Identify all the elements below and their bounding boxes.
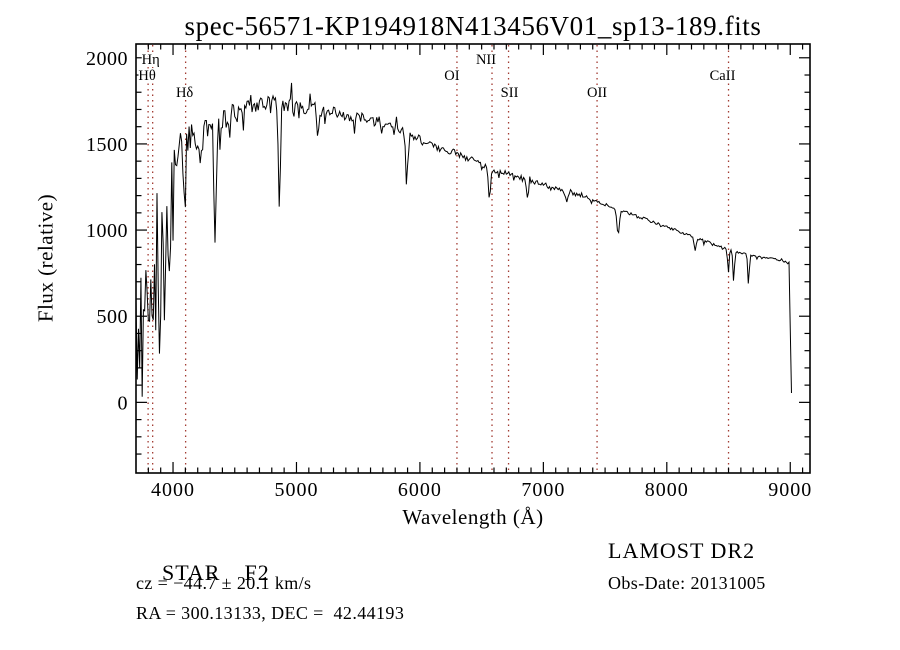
x-tick-label: 8000 [645,479,689,501]
y-tick-label: 1000 [86,220,128,242]
spectral-line-label: Hθ [138,68,155,84]
x-tick-label: 5000 [274,479,318,501]
obs-date: Obs-Date: 20131005 [608,573,766,593]
plot-frame [135,43,811,474]
y-tick-label: 1500 [86,134,128,156]
ra-dec-coordinates: RA = 300.13133, DEC = 42.44193 [136,603,405,623]
x-tick-label: 4000 [151,479,195,501]
spectral-line-label: CaII [710,68,736,84]
spectral-line-label: SII [501,85,519,101]
spectrum-trace [135,82,792,397]
spectral-line-label: Hη [142,52,160,68]
x-tick-label: 7000 [521,479,565,501]
spectral-line-label: NII [476,52,496,68]
object-class: STAR [162,560,221,585]
spectral-line-label: OI [444,68,459,84]
x-tick-label: 9000 [768,479,812,501]
survey-label: LAMOST DR2 [608,538,756,563]
spectral-line-label: Hδ [176,85,193,101]
spectral-line-label: OII [587,85,607,101]
plot-title: spec-56571-KP194918N413456V01_sp13-189.f… [184,11,762,41]
y-tick-label: 0 [118,392,129,414]
classification-line: STAR F2 [136,540,270,606]
x-tick-label: 6000 [398,479,442,501]
object-subclass: F2 [244,560,270,585]
x-axis-label: Wavelength (Å) [402,505,544,529]
y-tick-label: 2000 [86,48,128,70]
radial-velocity: cz = −44.7 ± 20.1 km/s [136,573,312,593]
y-tick-label: 500 [97,306,129,328]
